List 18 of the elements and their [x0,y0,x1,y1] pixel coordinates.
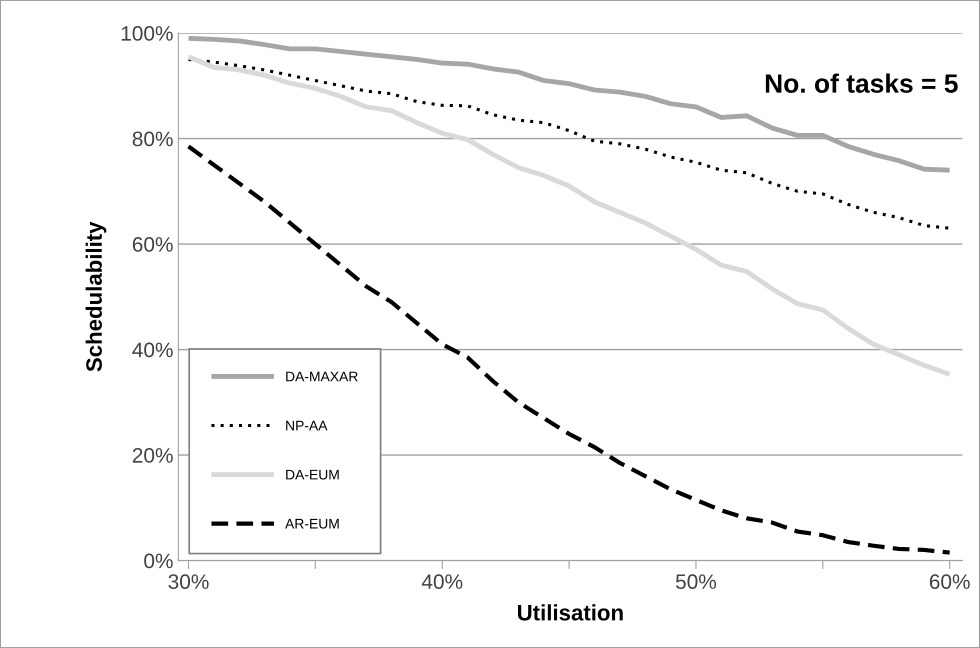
x-tick-label: 40% [422,574,462,590]
x-tick-label: 50% [676,574,716,590]
y-tick-label: 20% [132,448,173,463]
y-tick-label: 40% [132,342,173,358]
y-tick-label: 100% [122,26,173,41]
y-axis-title: Schedulability [86,222,106,372]
legend-label: NP-AA [286,420,328,430]
legend-label: DA-EUM [286,470,339,480]
x-tick-label: 60% [930,574,970,590]
y-tick-label: 80% [132,132,173,146]
y-tick-label: 0% [144,554,173,568]
legend-label: DA-MAXAR [286,372,358,382]
line-series [186,144,952,555]
annotation: No. of tasks = 5 [766,73,958,93]
x-tick-label: 30% [168,574,209,590]
x-axis-title: Utilisation [518,604,623,621]
legend-label: AR-EUM [285,518,339,529]
y-tick-label: 60% [132,237,173,252]
